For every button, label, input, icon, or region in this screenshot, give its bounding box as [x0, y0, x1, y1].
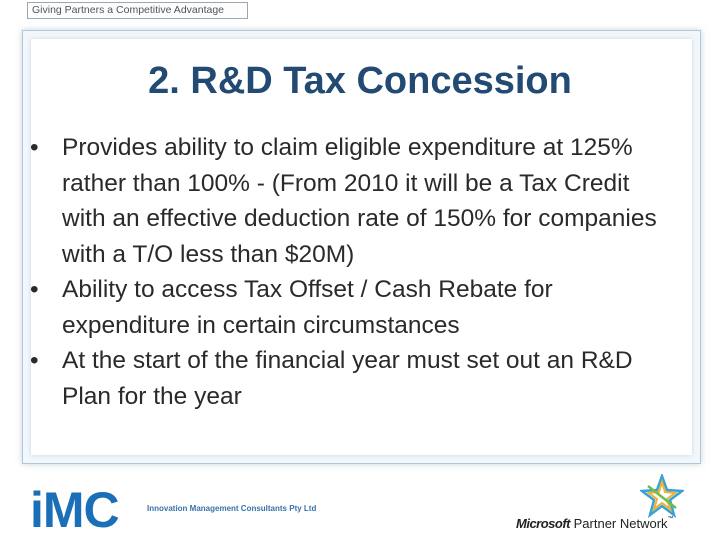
imc-logo: iMC — [30, 480, 120, 540]
bullet-list: • Provides ability to claim eligible exp… — [30, 130, 670, 414]
company-name: Innovation Management Consultants Pty Lt… — [147, 504, 317, 513]
partner-network-star-icon — [640, 474, 684, 518]
content-panel — [22, 30, 701, 464]
tagline-banner: Giving Partners a Competitive Advantage — [27, 2, 248, 19]
imc-logo-text: iMC — [30, 482, 120, 538]
bullet-icon: • — [30, 276, 39, 303]
bullet-item: • At the start of the financial year mus… — [30, 343, 670, 414]
content-panel-inner — [31, 39, 692, 455]
bullet-item: • Provides ability to claim eligible exp… — [30, 130, 670, 272]
bullet-text: At the start of the financial year must … — [62, 347, 633, 410]
trademark-mark: ™ — [667, 516, 674, 522]
footer: iMC Innovation Management Consultants Pt… — [0, 470, 720, 540]
partner-network-label: Partner Network — [573, 516, 668, 531]
bullet-icon: • — [30, 134, 39, 161]
microsoft-partner-network-logo: Microsoft Partner Network™ — [516, 516, 674, 531]
bullet-text: Ability to access Tax Offset / Cash Reba… — [62, 276, 553, 339]
slide-title: 2. R&D Tax Concession — [148, 60, 572, 102]
bullet-text: Provides ability to claim eligible expen… — [62, 134, 657, 268]
bullet-item: • Ability to access Tax Offset / Cash Re… — [30, 272, 670, 343]
microsoft-wordmark: Microsoft — [516, 516, 571, 531]
bullet-icon: • — [30, 347, 39, 374]
